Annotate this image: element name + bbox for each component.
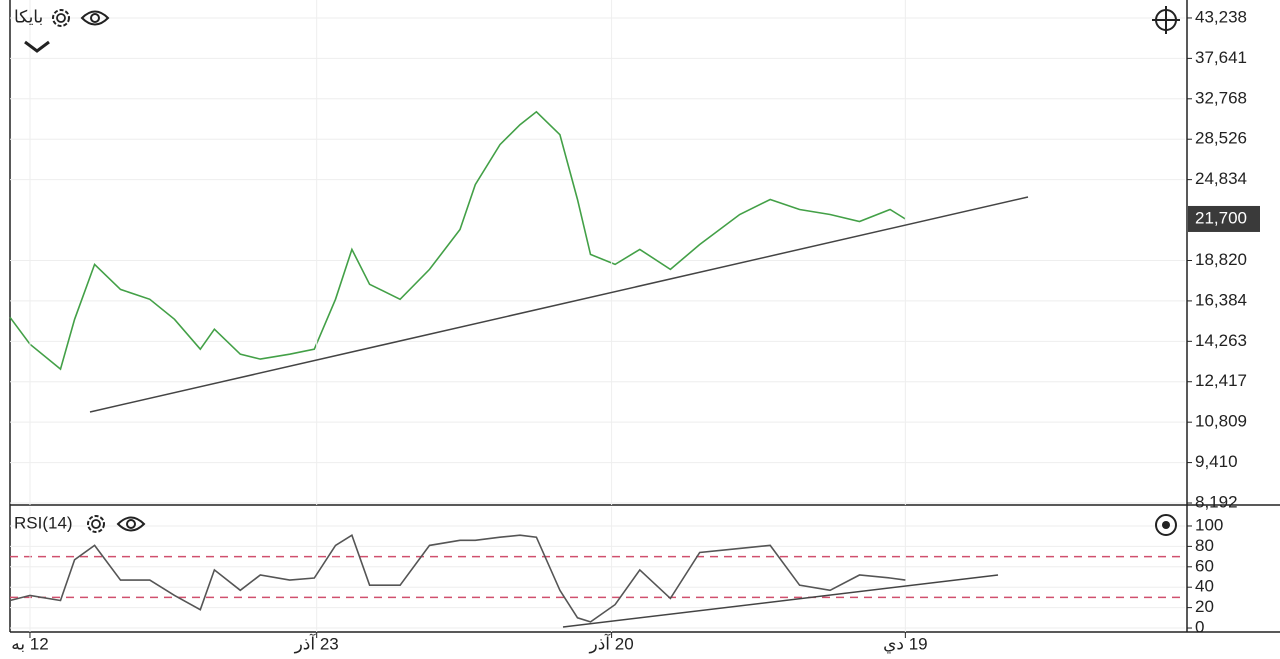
- collapse-icon[interactable]: [24, 40, 50, 53]
- y-tick-label: 9,410: [1195, 452, 1238, 471]
- y-tick-label: 10,809: [1195, 412, 1247, 431]
- series-line: [9, 533, 906, 623]
- x-tick-label: 20 آذر: [589, 632, 634, 653]
- y-tick-label: 100: [1195, 515, 1223, 534]
- y-tick-label: 12,417: [1195, 371, 1247, 390]
- y-tick-label: 18,820: [1195, 250, 1247, 269]
- y-tick-label: 0: [1195, 618, 1204, 637]
- price-trendline: [89, 196, 1029, 413]
- y-tick-label: 20: [1195, 597, 1214, 616]
- settings-icon[interactable]: [52, 9, 70, 27]
- y-tick-label: 40: [1195, 577, 1214, 596]
- x-tick-label: 19 دي: [883, 634, 928, 654]
- y-tick-label: 8,192: [1195, 492, 1238, 511]
- settings-icon[interactable]: [87, 515, 105, 533]
- series-line: [9, 110, 906, 371]
- y-tick-label: 32,768: [1195, 88, 1247, 107]
- y-tick-label: 16,384: [1195, 290, 1247, 309]
- indicator-name: RSI(14): [14, 513, 73, 532]
- y-tick-label: 14,263: [1195, 331, 1247, 350]
- plot-layer: [9, 0, 1185, 632]
- x-tick-label: 12 به: [11, 634, 49, 653]
- crosshair-icon[interactable]: [1155, 514, 1177, 536]
- x-tick-label: 23 آذر: [294, 632, 339, 653]
- symbol-name: بایکا: [14, 7, 43, 26]
- y-tick-label: 43,238: [1195, 7, 1247, 26]
- y-tick-label: 28,526: [1195, 129, 1247, 148]
- rsi-trendline: [562, 574, 999, 628]
- visibility-icon[interactable]: [116, 516, 146, 532]
- y-tick-label: 60: [1195, 556, 1214, 575]
- y-tick-label: 24,834: [1195, 169, 1247, 188]
- y-tick-label: 80: [1195, 536, 1214, 555]
- visibility-icon[interactable]: [80, 10, 110, 26]
- last-price-label: 21,700: [1195, 208, 1247, 227]
- y-tick-label: 37,641: [1195, 48, 1247, 67]
- last-price-box: [1188, 205, 1260, 232]
- crosshair-icon[interactable]: [1152, 6, 1180, 34]
